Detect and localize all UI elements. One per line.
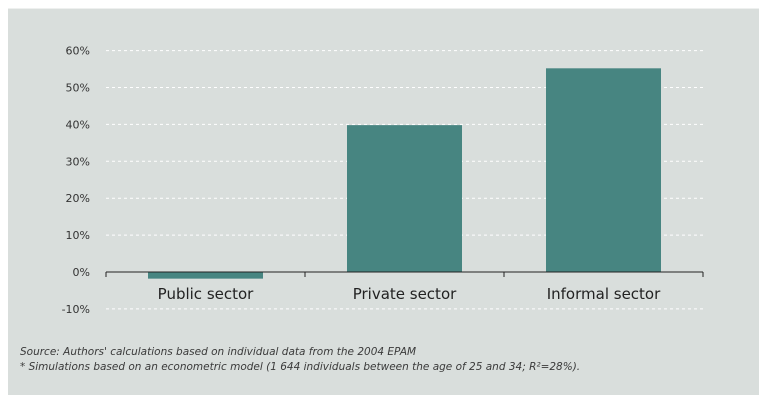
chart-notes: Source: Authors' calculations based on i… xyxy=(20,345,745,375)
bars xyxy=(148,68,661,279)
x-axis-labels: Public sector Private sector Informal sect… xyxy=(158,285,661,303)
bar-informal-sector xyxy=(546,68,661,272)
y-tick-label: 50% xyxy=(66,82,90,95)
source-note: Source: Authors' calculations based on i… xyxy=(20,346,417,358)
y-tick-label: 20% xyxy=(66,192,90,205)
y-tick-label: 30% xyxy=(66,155,90,168)
bar-public-sector xyxy=(148,272,263,279)
y-tick-label: 10% xyxy=(66,229,90,242)
x-axis xyxy=(105,271,704,277)
y-tick-label: -10% xyxy=(62,303,90,316)
footnote: * Simulations based on an econometric mo… xyxy=(20,361,581,373)
x-category-label: Private sector xyxy=(353,285,457,303)
y-tick-label: 40% xyxy=(66,118,90,131)
bar-private-sector xyxy=(347,125,462,272)
x-category-label: Public sector xyxy=(158,285,255,303)
y-tick-label: 0% xyxy=(73,266,90,279)
y-tick-label: 60% xyxy=(66,45,90,58)
x-category-label: Informal sector xyxy=(547,285,661,303)
y-axis-ticks: -10% 0% 10% 20% 30% 40% 50% 60% xyxy=(62,45,90,316)
